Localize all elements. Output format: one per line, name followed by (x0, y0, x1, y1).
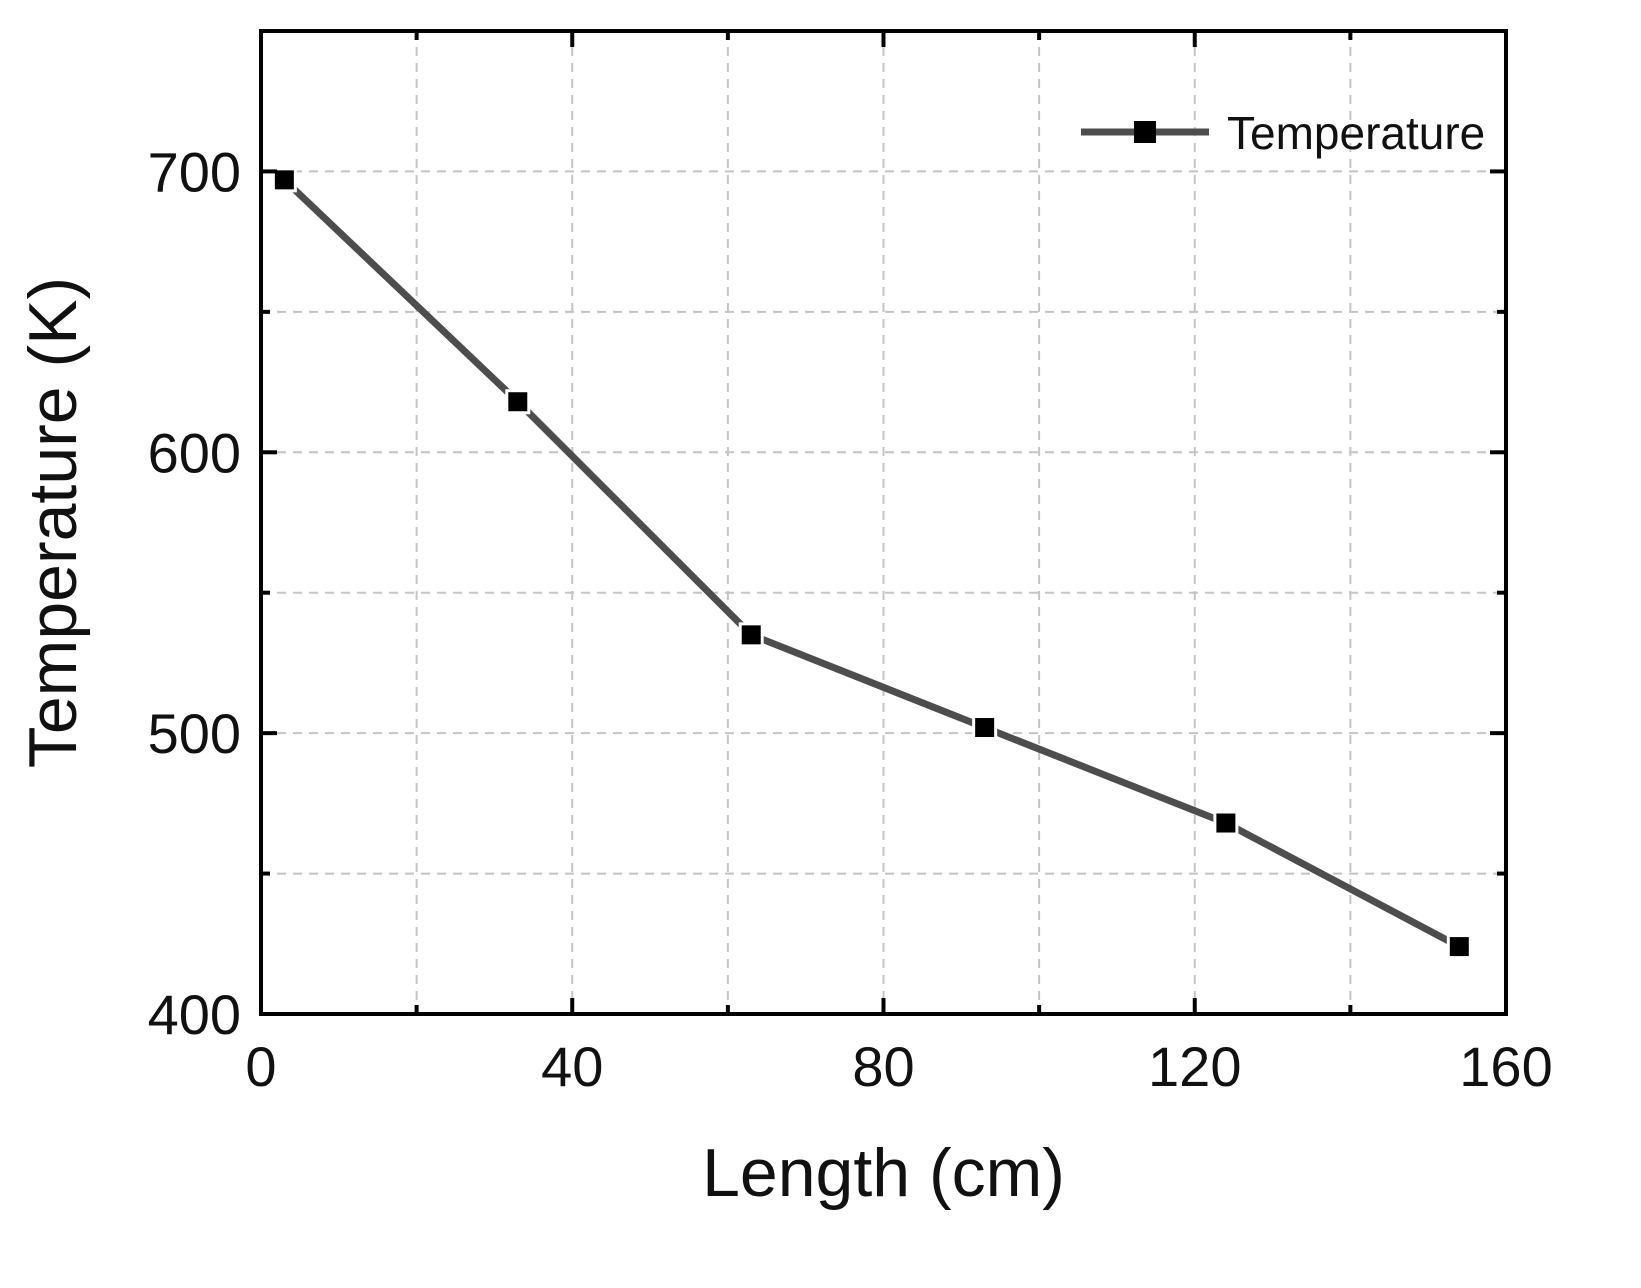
legend: Temperature (1081, 107, 1485, 159)
data-point-1 (505, 389, 531, 415)
x-tick-label-160: 160 (1459, 1035, 1552, 1098)
x-tick-label-120: 120 (1148, 1035, 1241, 1098)
series-line-temperature (281, 177, 1461, 950)
tick-labels: 0 40 80 120 160 400 500 600 700 (148, 140, 1553, 1098)
legend-square-marker-icon (1134, 121, 1156, 143)
data-point-2 (738, 622, 764, 648)
x-axis-label: Length (cm) (702, 1135, 1065, 1211)
y-tick-label-500: 500 (148, 702, 241, 765)
y-axis-label: Temperature (K) (15, 277, 91, 768)
data-point-0 (271, 167, 297, 193)
y-tick-label-400: 400 (148, 983, 241, 1046)
x-tick-label-40: 40 (541, 1035, 603, 1098)
axis-ticks (259, 31, 1508, 1016)
data-point-3 (972, 715, 998, 741)
grid-lines (261, 31, 1506, 1014)
legend-label-temperature: Temperature (1227, 107, 1485, 159)
x-tick-label-80: 80 (852, 1035, 914, 1098)
data-point-4 (1213, 810, 1239, 836)
data-point-5 (1446, 934, 1472, 960)
x-tick-label-0: 0 (245, 1035, 276, 1098)
series-group (271, 167, 1472, 960)
y-tick-label-600: 600 (148, 421, 241, 484)
y-tick-label-700: 700 (148, 140, 241, 203)
